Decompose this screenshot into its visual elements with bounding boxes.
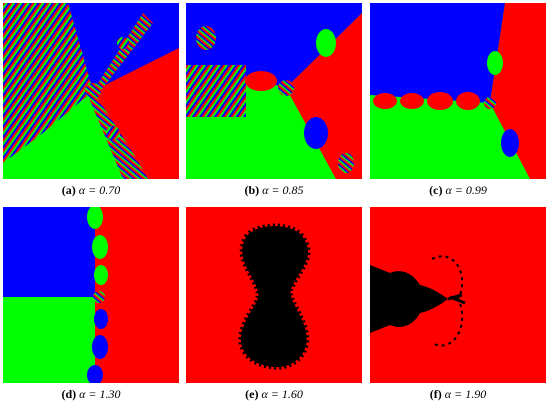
caption-label: (a) xyxy=(61,183,76,197)
caption: (c) α = 0.99 xyxy=(370,183,546,198)
caption: (f) α = 1.90 xyxy=(370,387,546,402)
fractal-image xyxy=(3,207,179,383)
panel-f: (f) α = 1.90 xyxy=(370,207,546,402)
caption: (d) α = 1.30 xyxy=(3,387,179,402)
caption: (b) α = 0.85 xyxy=(186,183,362,198)
panel-e: (e) α = 1.60 xyxy=(186,207,362,402)
panel-b: (b) α = 0.85 xyxy=(186,3,362,198)
caption-label: (b) xyxy=(244,183,260,197)
caption-text: α = 1.90 xyxy=(444,387,487,401)
caption-label: (f) xyxy=(429,387,442,401)
panel-c: (c) α = 0.99 xyxy=(370,3,546,198)
caption: (a) α = 0.70 xyxy=(3,183,179,198)
fractal-image xyxy=(3,3,179,179)
caption: (e) α = 1.60 xyxy=(186,387,362,402)
caption-text: α = 0.70 xyxy=(78,183,121,197)
caption-text: α = 0.85 xyxy=(262,183,304,197)
caption-label: (e) xyxy=(245,387,259,401)
caption-label: (d) xyxy=(61,387,77,401)
fractal-image xyxy=(186,207,362,383)
caption-text: α = 1.30 xyxy=(79,387,121,401)
fractal-image xyxy=(186,3,362,179)
fractal-image xyxy=(370,3,546,179)
caption-text: α = 1.60 xyxy=(261,387,303,401)
caption-label: (c) xyxy=(429,183,443,197)
panel-a: (a) α = 0.70 xyxy=(3,3,179,198)
panel-d: (d) α = 1.30 xyxy=(3,207,179,402)
caption-text: α = 0.99 xyxy=(445,183,487,197)
fractal-image xyxy=(370,207,546,383)
